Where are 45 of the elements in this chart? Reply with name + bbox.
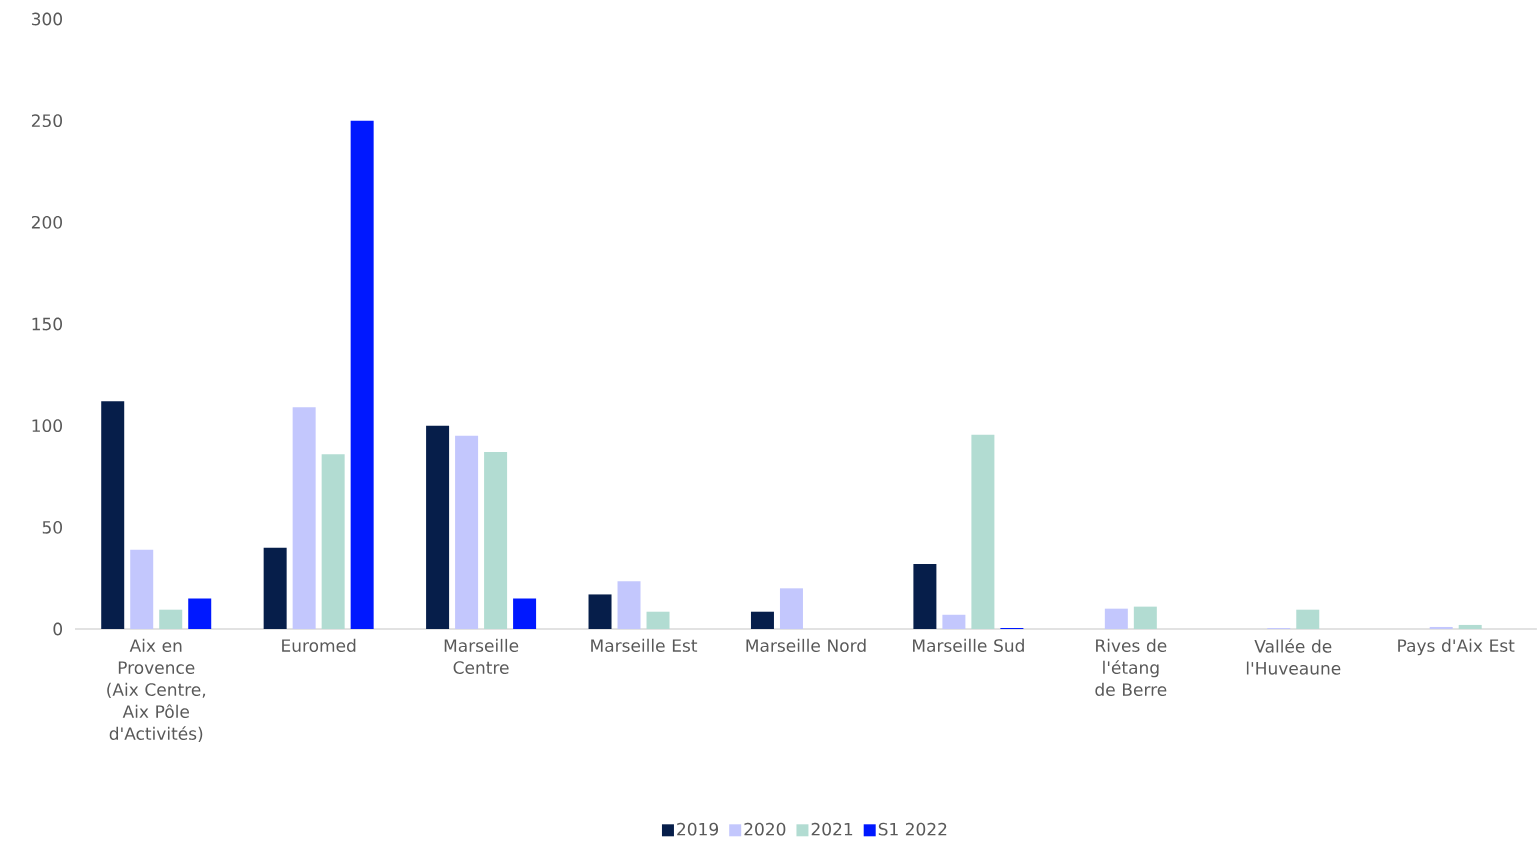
bar — [1133, 606, 1157, 629]
bar — [750, 611, 774, 629]
x-tick-label: Vallée de l'Huveaune — [1246, 638, 1341, 675]
legend-label: 2020 — [744, 822, 786, 836]
bar — [321, 454, 345, 629]
y-tick-label: 0 — [53, 622, 63, 636]
bar — [1458, 624, 1482, 629]
x-tick-label: Euromed — [282, 638, 356, 653]
bar — [426, 425, 450, 629]
x-tick-label: Rives de l'étang de Berre — [1095, 638, 1167, 697]
y-tick-label: 250 — [31, 114, 62, 128]
bar — [617, 581, 641, 629]
bar — [188, 598, 212, 629]
bar — [971, 434, 995, 629]
legend-label: S1 2022 — [878, 822, 947, 836]
bar — [292, 407, 316, 629]
bar — [130, 549, 154, 629]
bar — [101, 401, 125, 629]
bar — [1296, 609, 1320, 629]
legend-label: 2021 — [811, 822, 853, 836]
bar — [942, 614, 966, 629]
bar — [484, 452, 508, 629]
bar — [779, 588, 803, 629]
y-tick-label: 300 — [31, 12, 62, 26]
x-tick-label: Pays d'Aix Est — [1398, 638, 1515, 656]
y-tick-label: 150 — [32, 317, 62, 331]
legend-label: 2019 — [677, 822, 719, 836]
bar — [263, 547, 287, 629]
bar — [1104, 608, 1128, 629]
x-tick-label: Aix en Provence (Aix Centre, Aix Pôle d'Activités) — [107, 638, 206, 743]
bar — [513, 598, 537, 629]
bar — [913, 563, 937, 629]
bar — [1429, 626, 1453, 629]
x-tick-label: Marseille Sud — [913, 638, 1024, 653]
y-tick-label: 200 — [31, 215, 62, 229]
y-tick-label: 100 — [32, 419, 62, 433]
bar — [350, 120, 374, 629]
x-tick-label: Marseille Nord — [746, 638, 866, 653]
x-tick-label: Marseille Centre — [444, 638, 519, 675]
bar — [455, 435, 479, 629]
y-tick-label: 50 — [42, 520, 62, 534]
x-tick-label: Marseille Est — [591, 638, 698, 653]
bar — [588, 594, 612, 629]
bar — [159, 609, 183, 629]
bar — [646, 611, 670, 629]
